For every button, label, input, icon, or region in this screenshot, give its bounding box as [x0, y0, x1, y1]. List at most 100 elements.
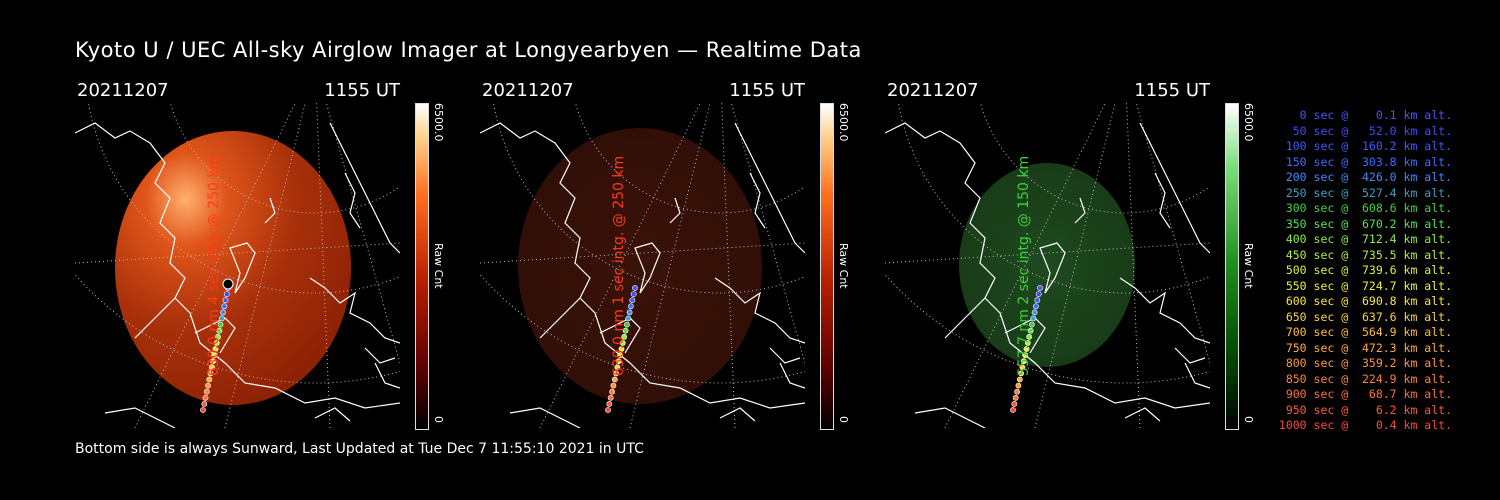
- legend-row: 950 sec @ 6.2 km alt.: [1278, 402, 1452, 417]
- trajectory-point: [205, 382, 211, 389]
- trajectory-point: [627, 303, 634, 310]
- trajectory-point: [623, 321, 630, 328]
- sky-image: [518, 128, 762, 404]
- trajectory-point: [220, 309, 226, 316]
- image-panel-1: 20211207 1155 UT 630.0 nm 4 sec intg. @ …: [75, 78, 485, 438]
- graticule: [75, 103, 400, 428]
- trajectory-point: [221, 303, 228, 310]
- trajectory-point: [622, 327, 629, 334]
- coastlines: [885, 122, 1210, 428]
- trajectory-point: [632, 285, 638, 291]
- trajectory-point: [621, 333, 628, 340]
- trajectory-point: [615, 358, 622, 365]
- panel-date: 20211207: [77, 80, 169, 101]
- trajectory-point: [614, 364, 621, 371]
- coastlines: [480, 122, 805, 428]
- trajectory-point: [606, 400, 613, 407]
- colorbar-max: 6500.0: [432, 103, 445, 142]
- panel-date: 20211207: [887, 80, 979, 101]
- colorbar: [820, 103, 834, 430]
- trajectory-point: [215, 333, 221, 340]
- trajectory-point: [1024, 339, 1031, 346]
- trajectory-point: [1023, 346, 1030, 352]
- trajectory-point: [1019, 364, 1026, 371]
- trajectory-point: [202, 394, 209, 401]
- panel-time: 1155 UT: [729, 80, 805, 101]
- trajectory-point: [1030, 315, 1037, 322]
- trajectory-point: [1026, 333, 1033, 340]
- colorbar-unit: Raw Cnt: [1242, 243, 1255, 289]
- colorbar-max: 6500.0: [837, 103, 850, 142]
- trajectory-point: [212, 346, 219, 352]
- coastlines: [75, 122, 400, 428]
- trajectory-point: [1014, 388, 1020, 395]
- trajectory-point: [216, 327, 223, 334]
- trajectory: [200, 278, 234, 413]
- legend-row: 0 sec @ 0.1 km alt.: [1278, 108, 1452, 122]
- trajectory-point: [1027, 327, 1034, 334]
- footer-status: Bottom side is always Sunward, Last Upda…: [75, 441, 644, 457]
- colorbar-min: 0: [837, 416, 850, 423]
- trajectory-point: [203, 388, 210, 395]
- legend-row: 850 sec @ 224.9 km alt.: [1278, 371, 1452, 386]
- trajectory-point: [630, 291, 637, 297]
- trajectory-point: [1035, 291, 1042, 297]
- legend-row: 550 sec @ 724.7 km alt.: [1278, 278, 1452, 293]
- trajectory-point: [213, 339, 220, 346]
- trajectory-point: [1010, 407, 1016, 413]
- colorbar-unit: Raw Cnt: [432, 243, 445, 289]
- image-panel-2: 20211207 1155 UT 630.0 nm 1 sec intg. @ …: [480, 78, 890, 438]
- trajectory-point: [200, 407, 206, 413]
- trajectory-point: [1020, 358, 1027, 365]
- page-title: Kyoto U / UEC All-sky Airglow Imager at …: [75, 38, 862, 62]
- colorbar-min: 0: [1242, 416, 1255, 423]
- legend-row: 1000 sec @ 0.4 km alt.: [1278, 418, 1452, 432]
- legend-row: 250 sec @ 527.4 km alt.: [1278, 185, 1452, 200]
- image-panel-3: 20211207 1155 UT 557.7 nm 2 sec intg. @ …: [885, 78, 1295, 438]
- trajectory-point: [629, 297, 636, 304]
- trajectory-point: [1016, 376, 1023, 383]
- trajectory-point: [1034, 297, 1041, 304]
- trajectory-point: [609, 388, 615, 395]
- legend-row: 750 sec @ 472.3 km alt.: [1278, 340, 1452, 355]
- trajectory-point: [625, 315, 632, 322]
- trajectory-point: [201, 400, 208, 407]
- panel-time: 1155 UT: [324, 80, 400, 101]
- graticule: [480, 103, 805, 428]
- trajectory-point: [208, 364, 215, 371]
- trajectory-point: [217, 321, 224, 328]
- legend-row: 350 sec @ 670.2 km alt.: [1278, 216, 1452, 231]
- legend-row: 900 sec @ 68.7 km alt.: [1278, 387, 1452, 401]
- legend-row: 800 sec @ 359.2 km alt.: [1278, 356, 1452, 370]
- trajectory-point: [1031, 309, 1038, 316]
- trajectory-point: [619, 339, 626, 346]
- trajectory-point: [1028, 321, 1035, 328]
- trajectory-point: [1011, 400, 1018, 407]
- allsky-image: [885, 103, 1210, 428]
- trajectory-point: [1015, 382, 1022, 389]
- legend-row: 300 sec @ 608.6 km alt.: [1278, 201, 1452, 215]
- legend-row: 50 sec @ 52.0 km alt.: [1278, 123, 1452, 138]
- legend-row: 450 sec @ 735.5 km alt.: [1278, 247, 1452, 262]
- trajectory-point: [222, 297, 229, 304]
- trajectory-point: [626, 309, 633, 316]
- allsky-image: [75, 103, 400, 428]
- trajectory-point: [218, 315, 225, 322]
- trajectory-point: [1022, 352, 1029, 358]
- colorbar: [1225, 103, 1239, 430]
- legend-row: 500 sec @ 739.6 km alt.: [1278, 263, 1452, 277]
- trajectory-point: [211, 352, 218, 358]
- trajectory-legend: 0 sec @ 0.1 km alt. 50 sec @ 52.0 km alt…: [1262, 108, 1452, 434]
- colorbar: [415, 103, 429, 430]
- graticule: [885, 103, 1210, 428]
- legend-row: 200 sec @ 426.0 km alt.: [1278, 170, 1452, 184]
- trajectory-point: [617, 352, 624, 358]
- launch-marker: [222, 278, 234, 290]
- trajectory-point: [611, 376, 618, 383]
- trajectory: [605, 285, 638, 413]
- legend-row: 700 sec @ 564.9 km alt.: [1278, 325, 1452, 339]
- panel-time: 1155 UT: [1134, 80, 1210, 101]
- colorbar-min: 0: [432, 416, 445, 423]
- trajectory-point: [210, 358, 216, 365]
- trajectory-point: [613, 370, 619, 377]
